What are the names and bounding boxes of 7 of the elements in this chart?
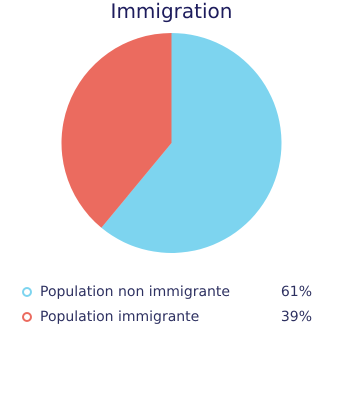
pie-slice	[62, 33, 172, 228]
data-label: 39%	[280, 309, 312, 325]
chart-title: Immigration	[110, 0, 232, 24]
data-label: 61%	[280, 284, 312, 300]
pie-slice	[101, 33, 282, 253]
legend-label: Population immigrante	[40, 309, 200, 325]
legend-label: Population non immigrante	[40, 284, 232, 300]
